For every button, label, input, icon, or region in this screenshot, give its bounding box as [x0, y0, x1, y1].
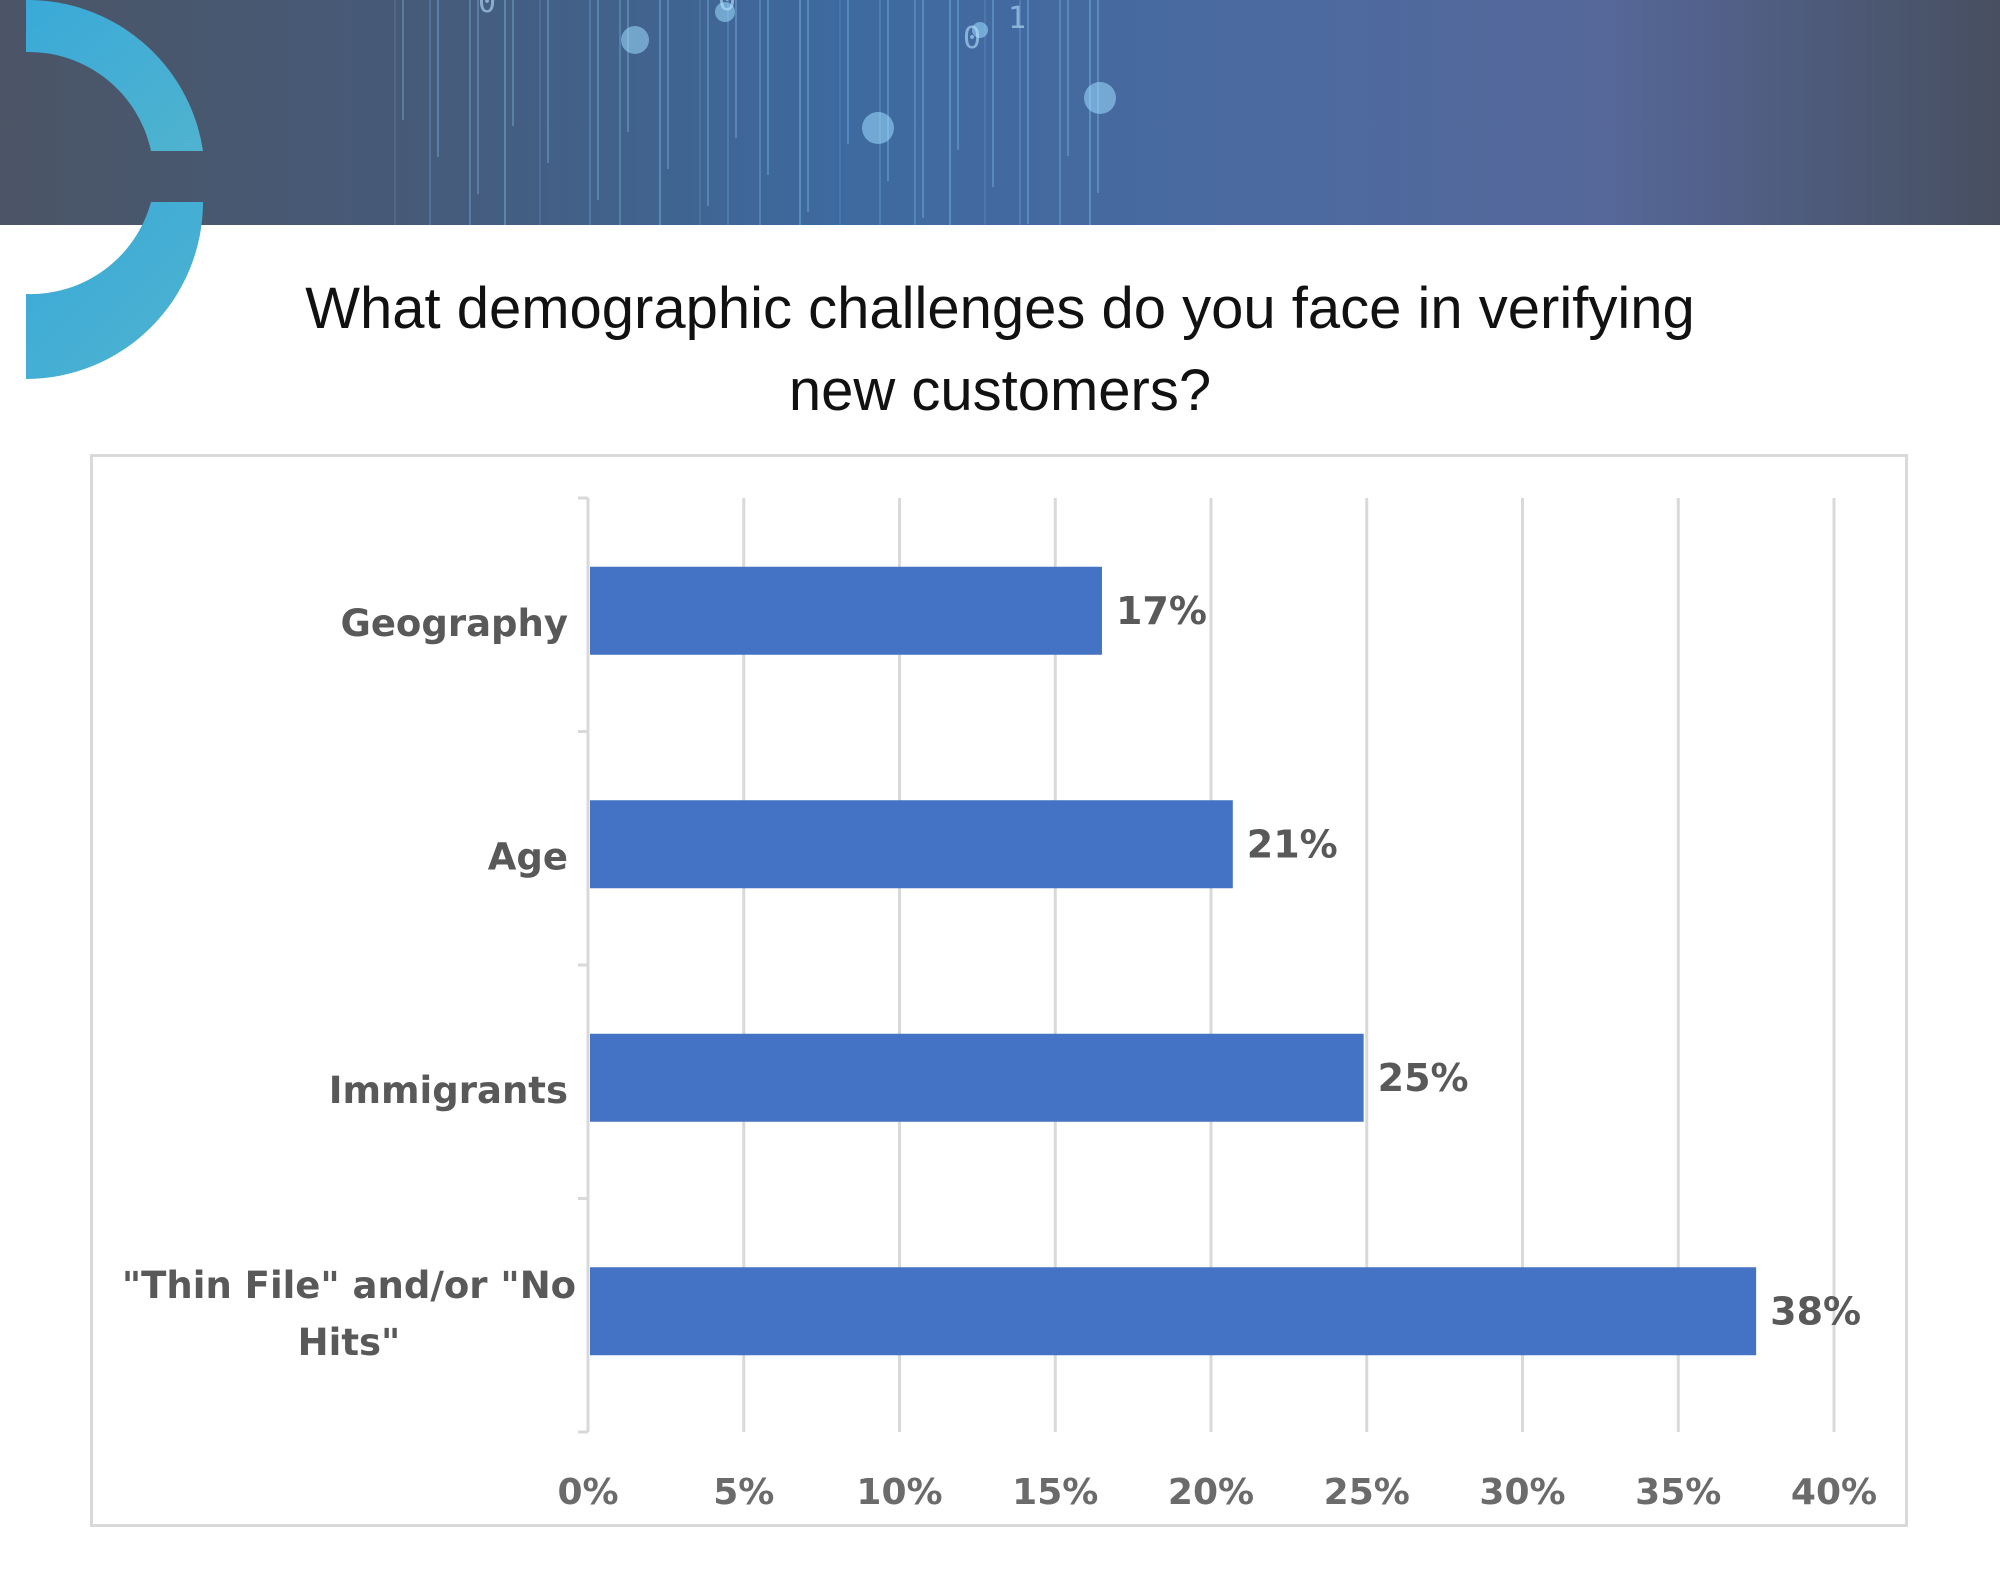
circuit-digit: 1: [1008, 1, 1026, 36]
circuit-digit: 0: [478, 0, 496, 20]
bar: [590, 800, 1233, 889]
chart-title-line: What demographic challenges do you face …: [305, 276, 1695, 341]
x-tick-label: 35%: [1635, 1472, 1721, 1513]
bar-value-label: 25%: [1378, 1056, 1469, 1100]
chart-title-line: new customers?: [788, 358, 1212, 423]
circuit-dot: [621, 26, 649, 54]
bar-value-label: 38%: [1770, 1289, 1861, 1333]
x-tick-label: 0%: [557, 1472, 618, 1513]
circuit-dot: [972, 22, 988, 38]
circuit-digit: 0: [718, 0, 736, 18]
category-label: Hits": [298, 1321, 401, 1364]
chart-title: What demographic challenges do you face …: [200, 268, 1800, 432]
category-label: Immigrants: [329, 1069, 568, 1112]
circuit-dot: [715, 2, 735, 22]
circuit-dot: [862, 112, 894, 144]
bar: [590, 1033, 1364, 1122]
category-label: Age: [488, 835, 568, 878]
chart-frame: 0% 5% 10% 15% 20% 25% 30% 35% 40% 17% Geography 21%…: [90, 454, 1908, 1527]
category-label: "Thin File" and/or "No: [122, 1264, 576, 1307]
circuit-digit: 0: [963, 21, 981, 56]
x-tick-label: 10%: [856, 1472, 942, 1513]
bar: [590, 1267, 1757, 1356]
x-tick-label: 15%: [1012, 1472, 1098, 1513]
bar: [590, 566, 1102, 655]
bar-value-label: 17%: [1116, 589, 1207, 633]
brand-logo-icon: [26, 0, 203, 379]
circuit-decoration: 0 001: [394, 0, 1116, 225]
bar-chart: 0% 5% 10% 15% 20% 25% 30% 35% 40% 17% Geography 21%…: [122, 496, 1877, 1513]
x-tick-label: 20%: [1168, 1472, 1254, 1513]
x-tick-label: 25%: [1324, 1472, 1410, 1513]
bar-value-label: 21%: [1247, 822, 1338, 866]
circuit-dot: [1084, 82, 1116, 114]
x-tick-label: 5%: [713, 1472, 774, 1513]
category-label: Geography: [340, 602, 568, 645]
x-tick-label: 40%: [1791, 1472, 1877, 1513]
x-tick-label: 30%: [1479, 1472, 1565, 1513]
